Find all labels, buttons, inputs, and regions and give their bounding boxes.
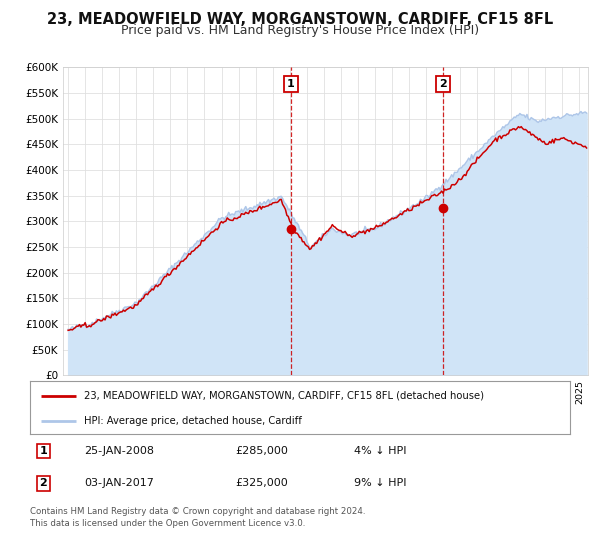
Text: 4% ↓ HPI: 4% ↓ HPI <box>354 446 407 456</box>
Text: 23, MEADOWFIELD WAY, MORGANSTOWN, CARDIFF, CF15 8FL (detached house): 23, MEADOWFIELD WAY, MORGANSTOWN, CARDIF… <box>84 391 484 401</box>
Text: 2: 2 <box>40 478 47 488</box>
Text: 9% ↓ HPI: 9% ↓ HPI <box>354 478 407 488</box>
Text: £285,000: £285,000 <box>235 446 288 456</box>
Text: £325,000: £325,000 <box>235 478 288 488</box>
Text: Contains HM Land Registry data © Crown copyright and database right 2024.
This d: Contains HM Land Registry data © Crown c… <box>30 507 365 528</box>
Text: 25-JAN-2008: 25-JAN-2008 <box>84 446 154 456</box>
Text: 03-JAN-2017: 03-JAN-2017 <box>84 478 154 488</box>
Text: 23, MEADOWFIELD WAY, MORGANSTOWN, CARDIFF, CF15 8FL: 23, MEADOWFIELD WAY, MORGANSTOWN, CARDIF… <box>47 12 553 27</box>
Text: 2: 2 <box>439 78 447 88</box>
Text: 1: 1 <box>40 446 47 456</box>
Text: Price paid vs. HM Land Registry's House Price Index (HPI): Price paid vs. HM Land Registry's House … <box>121 24 479 38</box>
Text: 1: 1 <box>287 78 295 88</box>
Text: HPI: Average price, detached house, Cardiff: HPI: Average price, detached house, Card… <box>84 416 302 426</box>
